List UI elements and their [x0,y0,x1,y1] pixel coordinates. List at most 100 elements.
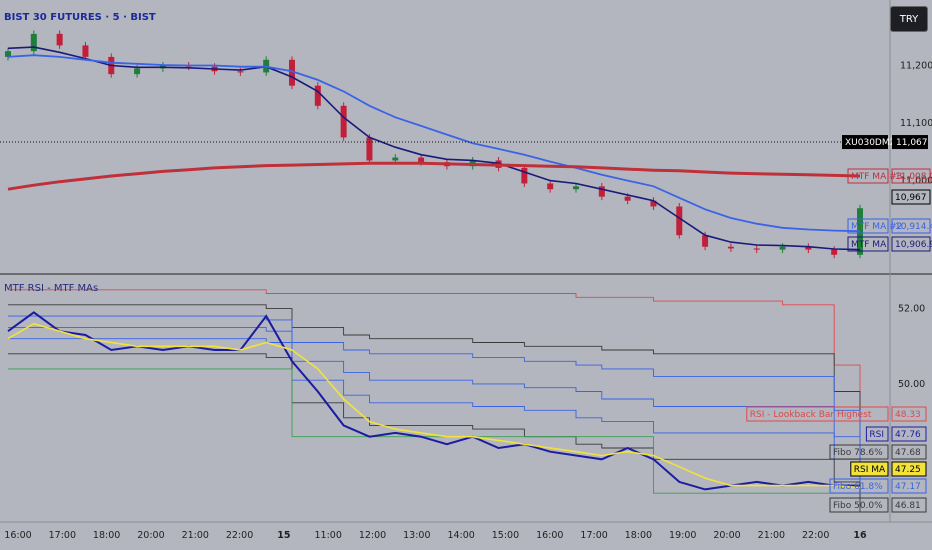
rsi-value-label-5: Fibo 61.8% 47.17 [829,478,927,494]
rsi-value-text: 46.81 [895,501,921,511]
candle [831,249,838,255]
rsi-value-box [891,497,927,513]
candle [30,33,37,52]
candle [392,157,399,161]
candle [702,235,709,247]
rsi-value-label-4: RSI MA 47.25 [850,461,927,477]
symbol-tag-text: XU030DM2025 [845,138,913,148]
ma-value-box [891,218,931,234]
candle [521,167,528,184]
rsi-name-label: Fibo 61.8% [833,482,883,492]
time-tick-label: 15:00 [492,530,519,541]
ma-value-box [891,236,931,252]
rsi-name-box [865,426,889,442]
rsi-name-box [829,478,889,494]
rsi-pane-title: MTF RSI - MTF MAs [4,283,99,294]
rsi-value-label-2: RSI 47.76 [865,426,927,442]
candle [134,68,141,75]
candle [314,85,321,106]
ma-value-label: 10,967 [895,193,927,203]
candle [547,183,554,190]
candle [366,137,373,161]
rsi-name-box [850,461,889,477]
ma-line-1 [7,46,861,251]
price-label-4: MTF MA 10,906.94 [847,236,932,252]
fibo-step-line-2 [8,304,861,471]
rsi-value-text: 48.33 [895,410,921,420]
rsi-value-box [891,444,927,460]
time-tick-label: 18:00 [93,530,120,541]
time-tick-label: 16 [853,530,867,541]
rsi-name-label: RSI - Lookback Bar Highest [750,410,872,420]
price-tick-label: 11,000 [900,176,932,187]
ma-name-box [847,168,889,184]
candle [650,200,657,207]
ma-value-box [891,189,931,205]
candle [418,157,425,163]
candle [727,246,734,249]
rsi-value-text: 47.17 [895,482,921,492]
time-tick-label: 19:00 [669,530,696,541]
ma-value-label: 10,906.94 [895,240,932,250]
rsi-name-label: Fibo 50.0% [833,501,883,511]
ma-value-label: 10,914.42 [895,222,932,232]
current-price-bg [892,135,928,150]
time-tick-label: 14:00 [447,530,474,541]
time-tick-label: 17:00 [49,530,76,541]
price-tick-label: 11,100 [900,118,932,129]
ma-line-2 [7,54,861,233]
ma-name-label: MTF MA #3 [851,172,902,182]
rsi-value-label-3: Fibo 78.6% 47.68 [829,444,927,460]
time-tick-label: 20:00 [137,530,164,541]
rsi-value-label-6: Fibo 50.0% 46.81 [829,497,927,513]
candle [676,206,683,236]
rsi-name-label: RSI [869,430,884,440]
price-label-3: MTF MA #210,914.42 [847,218,932,234]
ma-value-label: 11,008.08 [895,172,932,182]
time-tick-label: 12:00 [359,530,386,541]
price-label-2: 10,967 [891,189,931,205]
candle [289,59,295,86]
candle [82,45,89,57]
rsi-value-box [891,461,927,477]
candle [598,186,605,197]
ma-name-box [847,218,889,234]
time-tick-label: 16:00 [536,530,563,541]
candle [753,248,760,250]
rsi-value-text: 47.25 [895,465,921,475]
candle [56,33,63,46]
time-tick-label: 18:00 [625,530,652,541]
candle [624,196,631,201]
candle [237,71,244,73]
ma-name-label: MTF MA #2 [851,222,902,232]
candle [5,51,11,57]
ma-line-3 [7,161,861,191]
rsi-value-box [891,478,927,494]
rsi-value-text: 47.76 [895,430,921,440]
ma-value-box [891,168,931,184]
time-tick-label: 21:00 [182,530,209,541]
rsi-name-box [829,497,889,513]
time-tick-label: 22:00 [802,530,829,541]
ma-name-label: MTF MA [851,240,887,250]
rsi-tick-label: 50.00 [898,379,925,390]
time-tick-label: 21:00 [758,530,785,541]
rsi-ma-line [7,322,861,489]
fibo-step-line-4 [8,326,861,490]
currency-button[interactable]: TRY [890,6,928,32]
fibo-step-line-6 [8,353,861,512]
time-tick-label: 20:00 [713,530,740,541]
rsi-name-label: RSI MA [854,465,886,475]
rsi-tick-label: 52.00 [898,304,925,315]
ma-name-box [847,236,889,252]
symbol-title: BIST 30 FUTURES · 5 · BIST [4,12,156,23]
price-label-1: MTF MA #311,008.08 [847,168,932,184]
rsi-name-box [829,444,889,460]
symbol-tag-bg [842,135,888,150]
time-tick-label: 16:00 [4,530,31,541]
time-tick-label: 22:00 [226,530,253,541]
